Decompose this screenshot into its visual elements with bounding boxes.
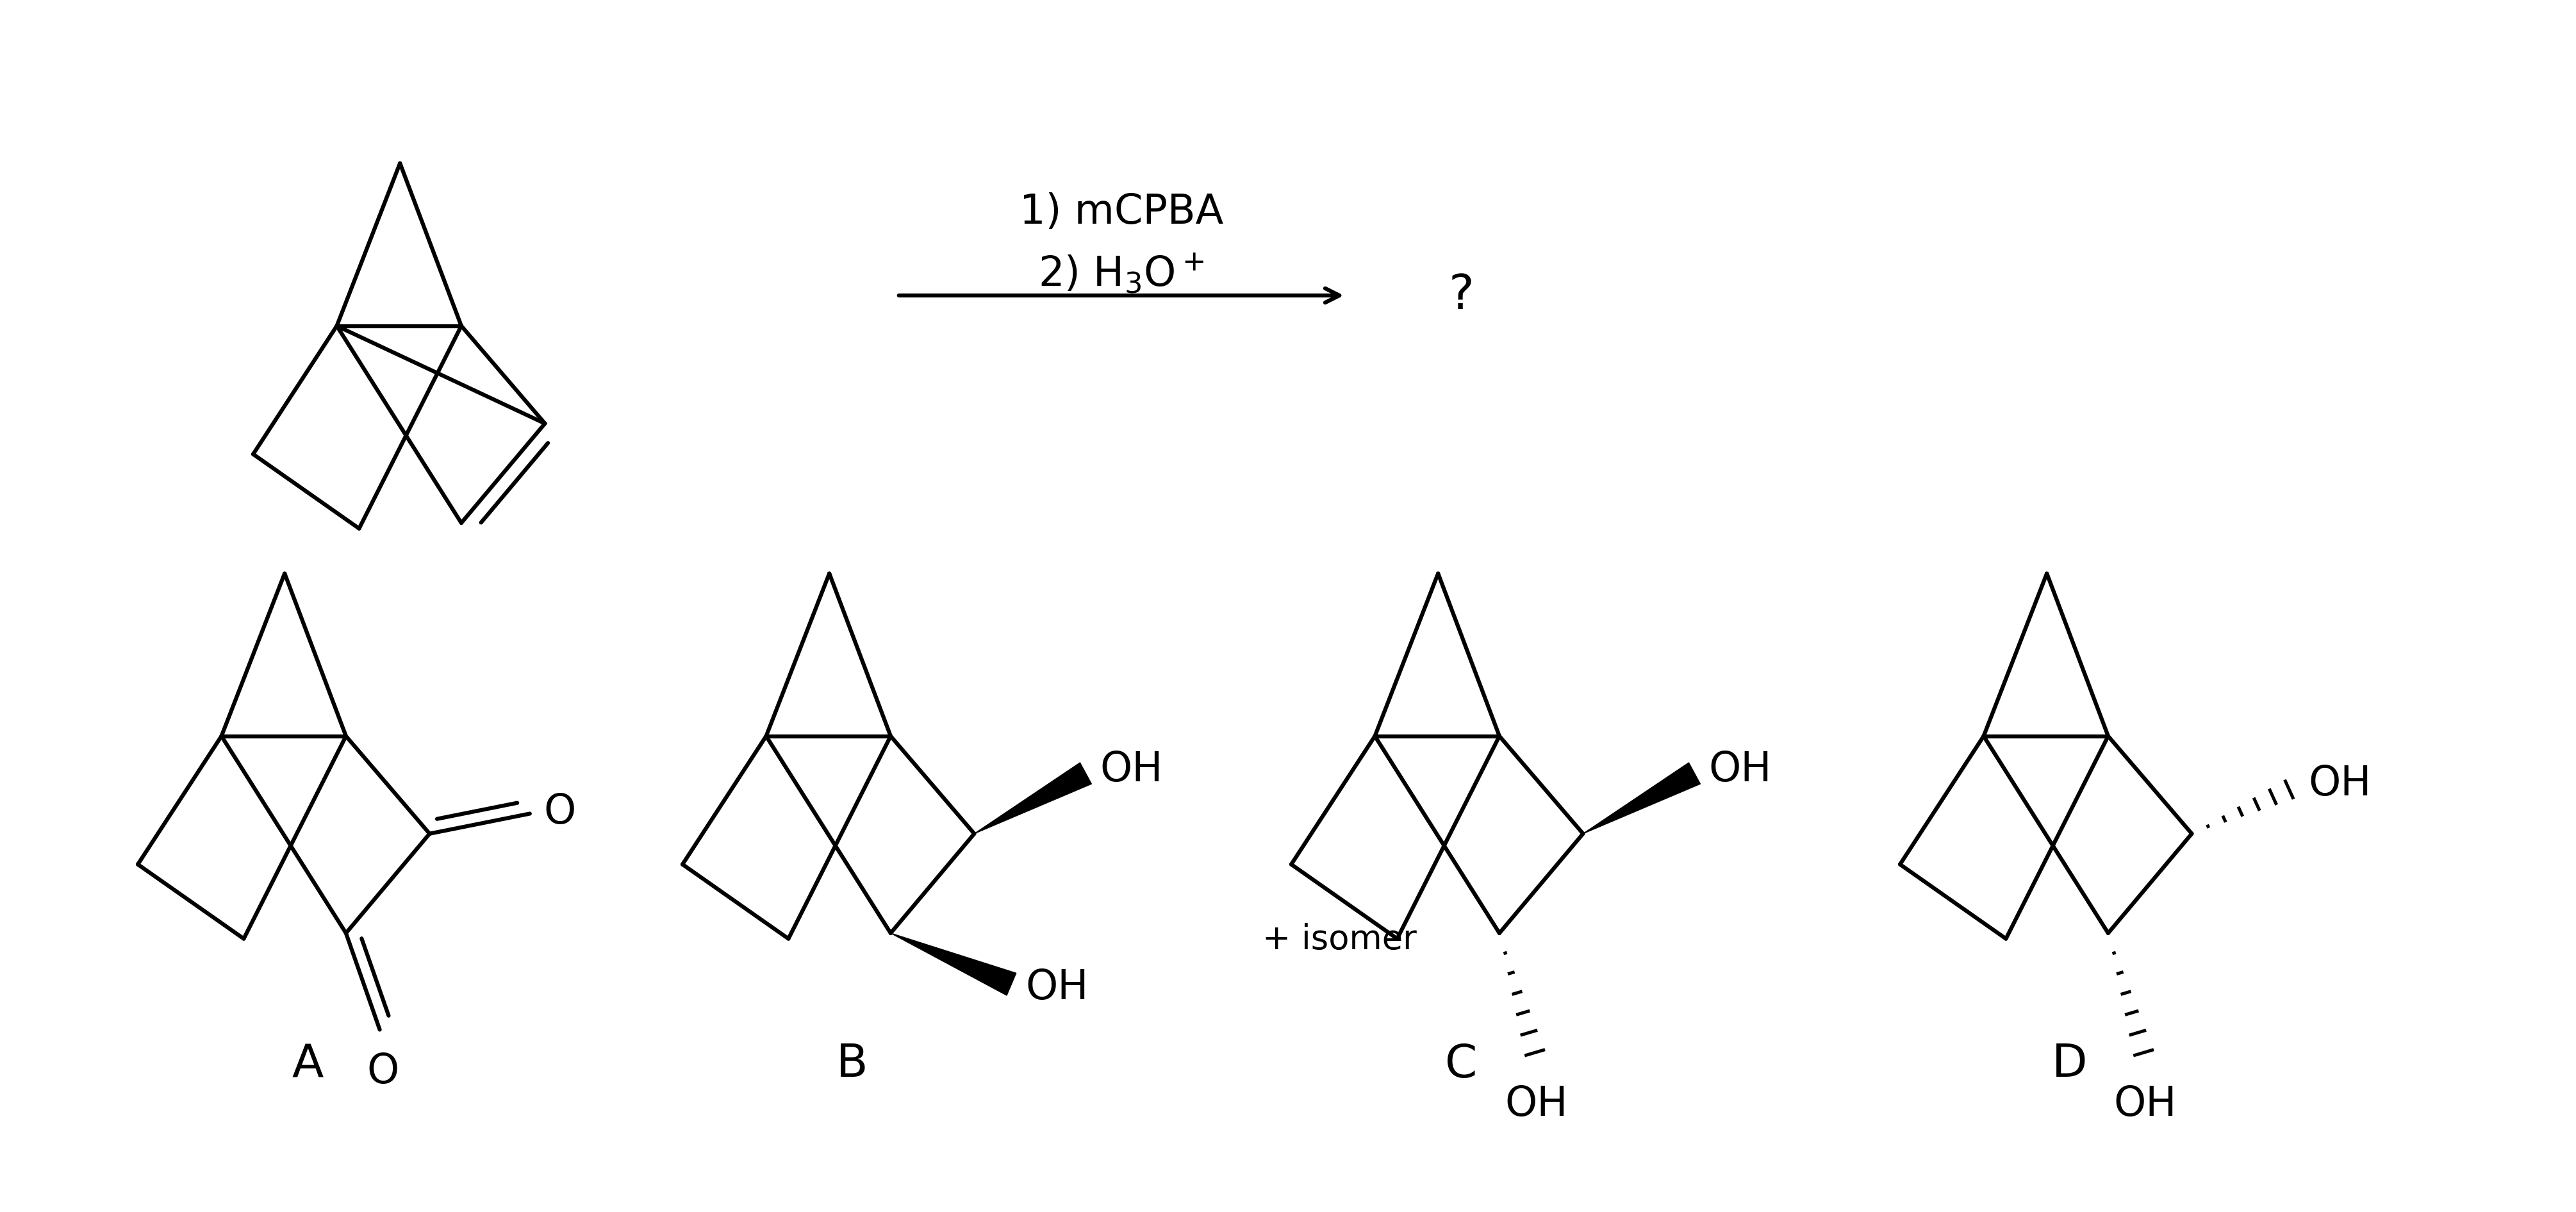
Text: OH: OH [1708, 750, 1772, 790]
Text: OH: OH [1504, 1085, 1569, 1124]
Text: D: D [2053, 1042, 2087, 1087]
Text: 2) H$_3$O$^+$: 2) H$_3$O$^+$ [1038, 251, 1206, 295]
Text: OH: OH [1100, 750, 1162, 790]
Text: 1) mCPBA: 1) mCPBA [1020, 193, 1224, 231]
Polygon shape [974, 762, 1092, 834]
Text: ?: ? [1448, 271, 1473, 319]
Text: A: A [291, 1042, 325, 1087]
Text: B: B [837, 1042, 868, 1087]
Text: C: C [1445, 1042, 1476, 1087]
Text: OH: OH [2308, 764, 2370, 804]
Text: O: O [544, 793, 577, 833]
Polygon shape [1584, 762, 1700, 834]
Text: OH: OH [2115, 1085, 2177, 1124]
Text: O: O [366, 1052, 399, 1092]
Polygon shape [891, 933, 1015, 995]
Text: + isomer: + isomer [1262, 924, 1417, 956]
Text: OH: OH [1025, 967, 1090, 1007]
